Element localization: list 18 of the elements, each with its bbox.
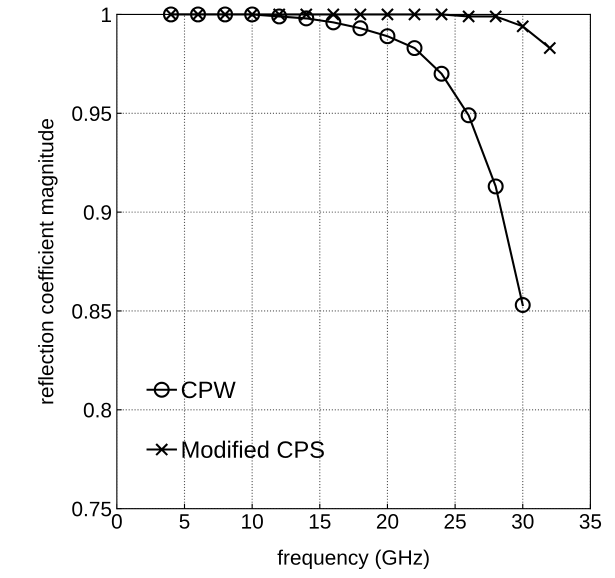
x-tick-label: 20 — [376, 514, 398, 529]
x-axis-title: frequency (GHz) — [278, 550, 429, 570]
y-tick-label: 0.8 — [84, 402, 112, 418]
x-tick-label: 30 — [512, 514, 534, 529]
y-tick-label: 0.95 — [72, 106, 112, 122]
x-tick-label: 5 — [180, 514, 190, 529]
legend-label: Modified CPS — [182, 440, 324, 458]
x-tick-label: 10 — [242, 514, 263, 529]
y-tick-label: 0.75 — [72, 502, 112, 516]
legend-label: CPW — [182, 382, 236, 398]
x-tick-label: 35 — [580, 514, 602, 529]
x-tick-label: 0 — [112, 514, 122, 529]
y-tick-label: 0.85 — [72, 304, 112, 319]
y-tick-label: 1 — [102, 8, 111, 22]
y-axis-title: reflection coefficient magnitude — [38, 119, 58, 404]
x-tick-label: 15 — [310, 514, 331, 529]
y-tick-label: 0.9 — [84, 205, 112, 220]
x-tick-label: 25 — [444, 514, 466, 529]
